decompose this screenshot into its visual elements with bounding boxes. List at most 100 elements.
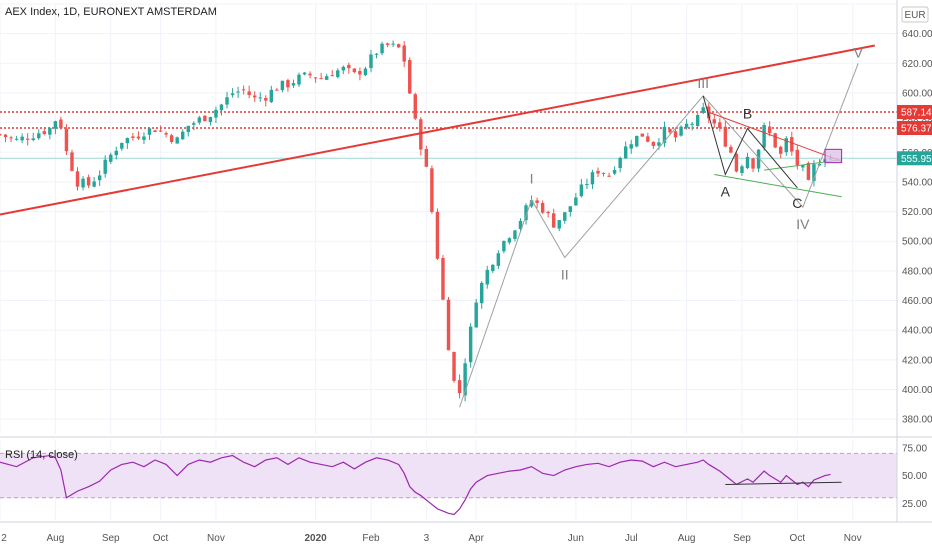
candle-body (175, 137, 179, 144)
abc-correction-path[interactable] (702, 95, 798, 189)
candle-body (435, 211, 440, 259)
candle-body (557, 220, 561, 229)
candle-body (480, 282, 484, 304)
time-tick-label: 2020 (304, 533, 327, 544)
candle-body (513, 230, 517, 239)
wave-label-i: I (530, 171, 534, 187)
candle-body (529, 200, 534, 207)
price-tick-label: 640.00 (902, 29, 932, 40)
candle-body (75, 171, 80, 187)
candle-body (485, 269, 489, 285)
candle-body (701, 107, 705, 113)
candle-body (208, 116, 213, 122)
candle-body (114, 150, 118, 156)
candle-body (779, 146, 783, 154)
candle-body (551, 213, 556, 228)
candle-body (579, 184, 584, 197)
candle-body (784, 138, 788, 153)
triangle-upper-line[interactable] (708, 111, 842, 162)
candle-body (463, 363, 467, 396)
candle-body (402, 45, 406, 62)
candle-body (369, 54, 373, 69)
candle-body (618, 157, 622, 169)
candle-body (97, 175, 102, 181)
candle-body (502, 240, 506, 252)
candle-body (336, 70, 340, 78)
target-box[interactable] (824, 148, 843, 164)
candle-body (507, 238, 512, 243)
candle-body (81, 178, 85, 188)
level-price-tag (897, 105, 932, 120)
candle-body (574, 197, 578, 206)
level-price-tag-label: 587.14 (901, 108, 932, 119)
candle-body (668, 129, 672, 133)
candle-body (756, 149, 761, 169)
level-price-tag (897, 121, 932, 136)
time-tick-label: Nov (844, 533, 862, 544)
candle-body (125, 138, 130, 144)
candle-body (48, 128, 52, 135)
candle-body (136, 136, 141, 139)
candle-body (252, 95, 257, 98)
rsi-tick-label: 75.00 (902, 443, 927, 454)
candle-body (258, 97, 262, 99)
candle-body (413, 94, 417, 119)
candle-body (563, 212, 567, 221)
candle-body (0, 134, 2, 136)
price-tick-label: 500.00 (902, 237, 932, 248)
candle-body (740, 166, 744, 173)
time-tick-label: Nov (207, 533, 225, 544)
candle-body (419, 119, 423, 150)
candle-body (247, 91, 251, 96)
candle-body (59, 119, 63, 129)
rsi-tick-label: 25.00 (902, 499, 927, 510)
candle-body (408, 59, 412, 94)
time-tick-label: Oct (790, 533, 806, 544)
candle-body (147, 128, 152, 135)
candle-body (103, 159, 107, 174)
candle-body (37, 133, 41, 139)
candle-body (391, 43, 395, 45)
time-tick-label: Jul (625, 533, 638, 544)
candle-body (14, 138, 19, 140)
time-tick-label: Jun (568, 533, 584, 544)
price-tick-label: 380.00 (902, 415, 932, 426)
candle-body (684, 123, 689, 128)
time-axis[interactable]: 2 Aug Sep Oct Nov 2020 Feb 3 Apr Jun Jul Aug Sep Oct N… (1, 533, 861, 544)
correction-label-a: A (721, 184, 731, 200)
last-price-tag (897, 151, 932, 166)
candle-body (695, 114, 700, 126)
candle-body (745, 156, 750, 169)
candle-body (203, 115, 207, 122)
price-tick-label: 620.00 (902, 59, 932, 70)
time-tick-label: Oct (153, 533, 169, 544)
elliott-wave-path[interactable] (459, 63, 859, 408)
candle-body (673, 131, 678, 138)
candle-body (64, 128, 69, 152)
candle-body (723, 126, 728, 147)
candle-body (230, 93, 235, 96)
candle-body (795, 149, 800, 166)
rsi-divergence-line[interactable] (725, 481, 842, 485)
currency-label: EUR (904, 10, 925, 21)
rsi-label: RSI (14, close) (5, 449, 78, 461)
candle-body (568, 206, 573, 212)
price-tick-label: 420.00 (902, 355, 932, 366)
candle-body (225, 97, 229, 105)
candle-body (219, 104, 224, 111)
candle-body (330, 75, 334, 77)
currency-box[interactable] (901, 6, 929, 23)
candle-body (291, 83, 296, 86)
candle-body (86, 177, 91, 186)
support-line[interactable] (714, 174, 842, 198)
candle-body (452, 352, 456, 381)
rsi-axis[interactable]: 25.00 50.00 75.00 (902, 443, 927, 510)
price-tick-label: 400.00 (902, 385, 932, 396)
candle-body (264, 97, 268, 101)
trendline[interactable] (0, 44, 876, 216)
chart-title: AEX Index, 1D, EURONEXT AMSTERDAM (5, 6, 217, 18)
level-price-tag-label: 576.37 (901, 124, 932, 135)
candle-body (142, 136, 146, 140)
